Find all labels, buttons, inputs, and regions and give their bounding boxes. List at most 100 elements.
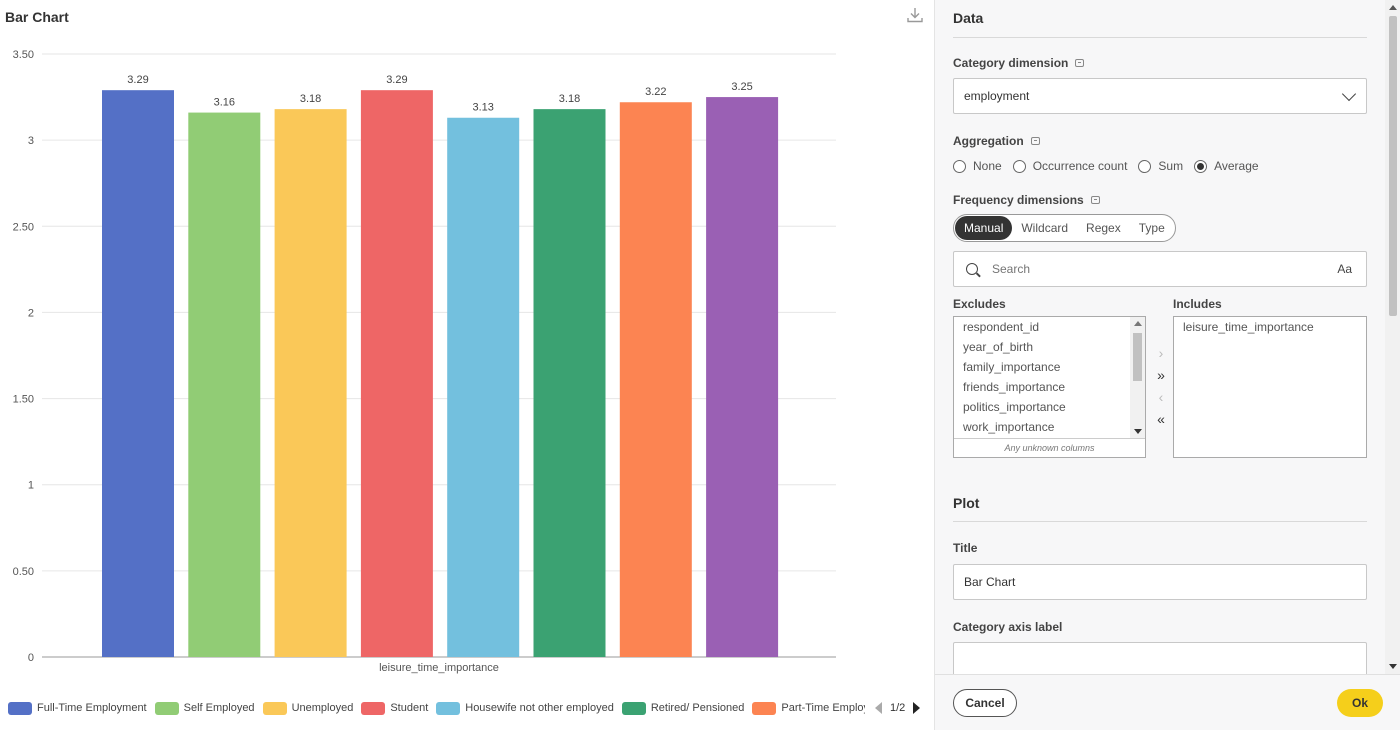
radio-icon[interactable] bbox=[1012, 159, 1026, 173]
info-icon[interactable] bbox=[1075, 59, 1085, 67]
legend-next-icon[interactable] bbox=[913, 702, 921, 714]
category-dimension-select[interactable]: employment bbox=[953, 78, 1367, 114]
legend-item[interactable]: Retired/ Pensioned bbox=[621, 701, 744, 715]
data-label: 3.22 bbox=[645, 86, 666, 98]
ok-button[interactable]: Ok bbox=[1337, 689, 1383, 717]
legend-swatch bbox=[752, 701, 777, 715]
data-label: 3.25 bbox=[731, 81, 752, 93]
move-all-right-icon[interactable]: » bbox=[1157, 367, 1165, 383]
y-tick-label: 3.50 bbox=[13, 49, 34, 61]
mode-wildcard-button[interactable]: Wildcard bbox=[1021, 221, 1069, 235]
legend-item[interactable]: Part-Time Employr bbox=[752, 701, 865, 715]
chart-legend: Full-Time Employment Self Employed Unemplo… bbox=[8, 698, 928, 718]
bar[interactable] bbox=[360, 90, 433, 658]
aggregation-option-sum[interactable]: Sum bbox=[1138, 159, 1183, 173]
y-tick-label: 2 bbox=[28, 307, 34, 319]
config-scroll-area: Data Category dimension employment Aggre… bbox=[935, 0, 1385, 674]
scroll-down-icon[interactable] bbox=[1389, 664, 1397, 669]
legend-item[interactable]: Unemployed bbox=[262, 701, 354, 715]
legend-swatch bbox=[262, 701, 287, 715]
cancel-button[interactable]: Cancel bbox=[953, 689, 1017, 717]
y-tick-label: 2.50 bbox=[13, 221, 34, 233]
legend-prev-icon[interactable] bbox=[875, 702, 882, 714]
category-axis-label-field-label: Category axis label bbox=[953, 620, 1063, 634]
legend-page-indicator: 1/2 bbox=[890, 702, 906, 714]
legend-label: Housewife not other employed bbox=[465, 702, 614, 714]
scroll-up-icon[interactable] bbox=[1389, 5, 1397, 10]
legend-label: Unemployed bbox=[291, 702, 354, 714]
aggregation-option-average[interactable]: Average bbox=[1194, 159, 1259, 173]
includes-list: leisure_time_importance bbox=[1174, 317, 1366, 337]
data-section-title: Data bbox=[953, 10, 984, 26]
search-input[interactable] bbox=[992, 262, 1312, 276]
excludes-list-item[interactable]: friends_importance bbox=[963, 380, 1066, 394]
plot-section-title: Plot bbox=[953, 495, 980, 511]
legend-swatch bbox=[436, 701, 461, 715]
legend-swatch bbox=[621, 701, 646, 715]
radio-label: None bbox=[973, 159, 1002, 173]
bar[interactable] bbox=[102, 90, 174, 658]
bar[interactable] bbox=[447, 117, 520, 657]
legend-item[interactable]: Self Employed bbox=[154, 701, 255, 715]
legend-item[interactable]: Housewife not other employed bbox=[436, 701, 614, 715]
aggregation-label-text: Aggregation bbox=[953, 134, 1024, 148]
scroll-down-icon[interactable] bbox=[1134, 429, 1142, 434]
info-icon[interactable] bbox=[1090, 196, 1100, 204]
excludes-list-item[interactable]: work_importance bbox=[963, 420, 1055, 434]
chevron-down-icon bbox=[1341, 86, 1357, 102]
bar[interactable] bbox=[619, 102, 692, 658]
scroll-thumb[interactable] bbox=[1133, 333, 1142, 381]
title-field-label: Title bbox=[953, 541, 978, 555]
scroll-up-icon[interactable] bbox=[1134, 321, 1142, 326]
data-label: 3.29 bbox=[386, 74, 407, 86]
mode-manual-button[interactable]: Manual bbox=[955, 216, 1013, 240]
bar-chart: 0 0.50 1 1.50 2 2.50 3 3.50 3.29 3.16 3.18 3.29 3.13… bbox=[13, 49, 836, 674]
download-icon[interactable] bbox=[906, 6, 924, 24]
title-input[interactable]: Bar Chart bbox=[953, 564, 1367, 600]
radio-icon[interactable] bbox=[1138, 159, 1152, 173]
legend-pager: 1/2 bbox=[875, 702, 921, 714]
move-all-left-icon[interactable]: « bbox=[1157, 411, 1165, 427]
move-right-icon[interactable]: › bbox=[1158, 345, 1164, 361]
bar[interactable] bbox=[706, 97, 779, 658]
legend-label: Full-Time Employment bbox=[37, 702, 147, 714]
move-left-icon[interactable]: ‹ bbox=[1158, 389, 1164, 405]
excludes-list-item[interactable]: year_of_birth bbox=[963, 340, 1034, 354]
excludes-list-item[interactable]: politics_importance bbox=[963, 400, 1066, 414]
aggregation-option-occurrence-count[interactable]: Occurrence count bbox=[1012, 159, 1127, 173]
excludes-list: respondent_id year_of_birth family_importa… bbox=[954, 317, 1131, 438]
excludes-scrollbar[interactable] bbox=[1130, 317, 1145, 438]
y-tick-label: 0 bbox=[28, 652, 34, 664]
aggregation-option-none[interactable]: None bbox=[953, 159, 1002, 173]
legend-label: Student bbox=[390, 702, 429, 714]
aggregation-radio-group: None Occurrence count Sum Average bbox=[953, 159, 1270, 173]
scroll-thumb[interactable] bbox=[1389, 16, 1397, 316]
excludes-list-item[interactable]: family_importance bbox=[963, 360, 1061, 374]
legend-item[interactable]: Student bbox=[361, 701, 429, 715]
legend-swatch bbox=[8, 701, 32, 715]
excludes-label: Excludes bbox=[953, 297, 1006, 311]
includes-list-box: leisure_time_importance bbox=[1173, 316, 1367, 458]
radio-label: Average bbox=[1214, 159, 1259, 173]
y-tick-label: 3 bbox=[28, 135, 34, 147]
radio-icon[interactable] bbox=[953, 159, 966, 173]
radio-checked-icon[interactable] bbox=[1194, 159, 1208, 173]
bar[interactable] bbox=[533, 109, 606, 658]
bar[interactable] bbox=[274, 109, 347, 658]
bar[interactable] bbox=[188, 112, 261, 657]
selection-mode-toggle: Manual Wildcard Regex Type bbox=[953, 214, 1176, 242]
dialog-footer: Cancel Ok bbox=[935, 674, 1400, 730]
mode-regex-button[interactable]: Regex bbox=[1086, 221, 1121, 235]
mode-type-button[interactable]: Type bbox=[1138, 221, 1165, 235]
includes-list-item[interactable]: leisure_time_importance bbox=[1183, 320, 1314, 334]
case-sensitive-toggle[interactable]: Aa bbox=[1337, 262, 1352, 276]
excludes-list-item[interactable]: respondent_id bbox=[963, 320, 1040, 334]
legend-item[interactable]: Full-Time Employment bbox=[8, 701, 147, 715]
config-scrollbar[interactable] bbox=[1385, 0, 1400, 674]
info-icon[interactable] bbox=[1030, 137, 1040, 145]
category-dimension-value: employment bbox=[964, 89, 1030, 103]
column-search-box: Aa bbox=[953, 251, 1367, 287]
data-label: 3.29 bbox=[127, 74, 148, 86]
chart-title: Bar Chart bbox=[5, 9, 69, 25]
category-axis-label-input[interactable] bbox=[953, 642, 1367, 674]
